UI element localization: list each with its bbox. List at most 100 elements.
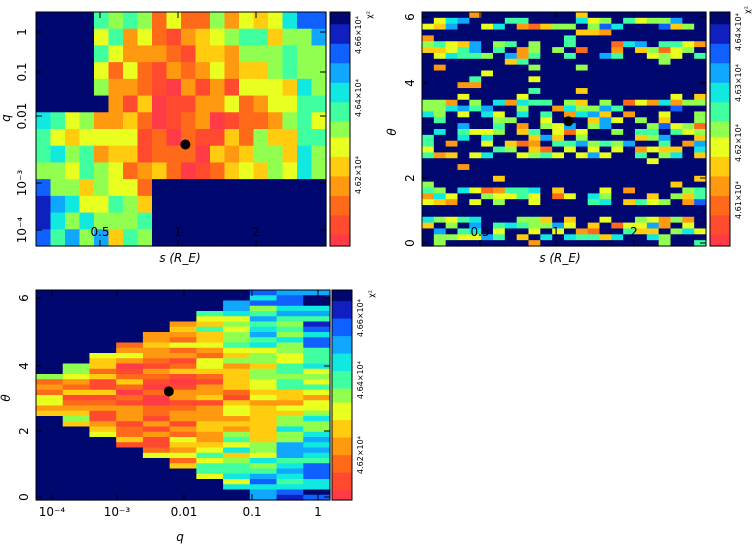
heatmap-cell (575, 134, 589, 142)
heatmap-cell (142, 410, 171, 417)
heatmap-cell (481, 70, 494, 77)
heatmap-cell (181, 162, 197, 180)
heatmap-cell (694, 129, 707, 136)
x-tick-b-2: 2 (630, 225, 638, 239)
colorbar-segment (710, 195, 730, 200)
heatmap-cell (611, 205, 624, 212)
heatmap-cell (223, 437, 251, 443)
heatmap-cell (297, 112, 313, 130)
heatmap-cell (50, 12, 66, 30)
heatmap-cell (433, 222, 447, 230)
heatmap-cell (575, 193, 589, 200)
heatmap-cell (445, 187, 459, 194)
heatmap-cell (142, 326, 171, 333)
heatmap-cell (516, 181, 530, 189)
heatmap-cell (611, 199, 624, 206)
colorbar-segment (332, 482, 352, 487)
y-tick-b-2: 4 (403, 79, 417, 87)
heatmap-cell (108, 179, 124, 197)
heatmap-cell (137, 62, 153, 80)
heatmap-cell (670, 240, 683, 247)
heatmap-cell (635, 222, 648, 230)
heatmap-cell (239, 229, 255, 247)
heatmap-cell (552, 140, 565, 148)
heatmap-cell (575, 117, 589, 124)
heatmap-cell (239, 162, 255, 180)
heatmap-cell (224, 195, 240, 214)
heatmap-cell (196, 489, 224, 496)
heatmap-cell (276, 410, 304, 417)
heatmap-cell (516, 41, 530, 48)
heatmap-cell (682, 164, 695, 171)
heatmap-cell (89, 358, 117, 365)
heatmap-cell (181, 12, 197, 30)
heatmap-cell (445, 205, 459, 212)
heatmap-cell (623, 134, 636, 142)
colorbar-segment (330, 93, 350, 99)
heatmap-cell (89, 421, 117, 428)
heatmap-cell (196, 426, 224, 433)
heatmap-cell (469, 52, 482, 60)
heatmap-cell (587, 117, 601, 124)
heatmap-cell (587, 146, 601, 153)
heatmap-cell (611, 187, 624, 194)
heatmap-cell (516, 234, 530, 241)
heatmap-cell (249, 395, 278, 401)
heatmap-cell (516, 12, 530, 19)
heatmap-cell (169, 416, 197, 422)
heatmap-cell (682, 111, 695, 118)
heatmap-cell (223, 290, 251, 296)
heatmap-cell (599, 105, 612, 113)
heatmap-cell (282, 195, 298, 214)
heatmap-cell (79, 212, 95, 230)
heatmap-cell (528, 146, 541, 153)
heatmap-cell (552, 169, 565, 177)
heatmap-cell (195, 145, 211, 164)
heatmap-cell (481, 146, 494, 153)
heatmap-cell (540, 169, 553, 177)
heatmap-cell (253, 179, 269, 197)
heatmap-cell (469, 140, 482, 148)
heatmap-cell (682, 158, 695, 165)
heatmap-cell (658, 228, 672, 235)
heatmap-cell (196, 416, 224, 422)
heatmap-cell (481, 134, 494, 142)
heatmap-cell (303, 305, 331, 312)
heatmap-cell (50, 95, 66, 113)
heatmap-cell (611, 52, 624, 60)
heatmap-cell (89, 442, 117, 449)
heatmap-cell (36, 129, 52, 147)
heatmap-cell (564, 99, 577, 107)
heatmap-cell (181, 145, 197, 164)
heatmap-cell (142, 347, 171, 354)
heatmap-cell (694, 181, 707, 189)
heatmap-cell (504, 29, 518, 36)
heatmap-cell (493, 70, 506, 77)
heatmap-cell (224, 78, 240, 97)
heatmap-cell (528, 93, 541, 101)
heatmap-cell (249, 342, 278, 349)
colorbar-segment (710, 183, 730, 189)
heatmap-cell (599, 146, 612, 153)
heatmap-cell (528, 181, 541, 189)
heatmap-cell (224, 229, 240, 247)
heatmap-cell (422, 41, 435, 48)
heatmap-cell (142, 295, 171, 302)
heatmap-cell (422, 199, 435, 206)
heatmap-cell (493, 129, 506, 136)
heatmap-cell (587, 140, 601, 148)
heatmap-cell (481, 169, 494, 177)
heatmap-cell (276, 452, 304, 459)
heatmap-cell (108, 78, 124, 97)
colorbar-b (710, 12, 730, 247)
colorbar-segment (332, 433, 352, 438)
heatmap-cell (658, 181, 672, 189)
colorbar-segment (332, 363, 352, 368)
heatmap-cell (646, 169, 660, 177)
heatmap-cell (249, 437, 278, 443)
heatmap-cell (433, 35, 447, 42)
colorbar-segment (710, 93, 730, 99)
heatmap-cell (611, 82, 624, 89)
heatmap-cell (311, 45, 327, 63)
heatmap-cell (528, 52, 541, 60)
